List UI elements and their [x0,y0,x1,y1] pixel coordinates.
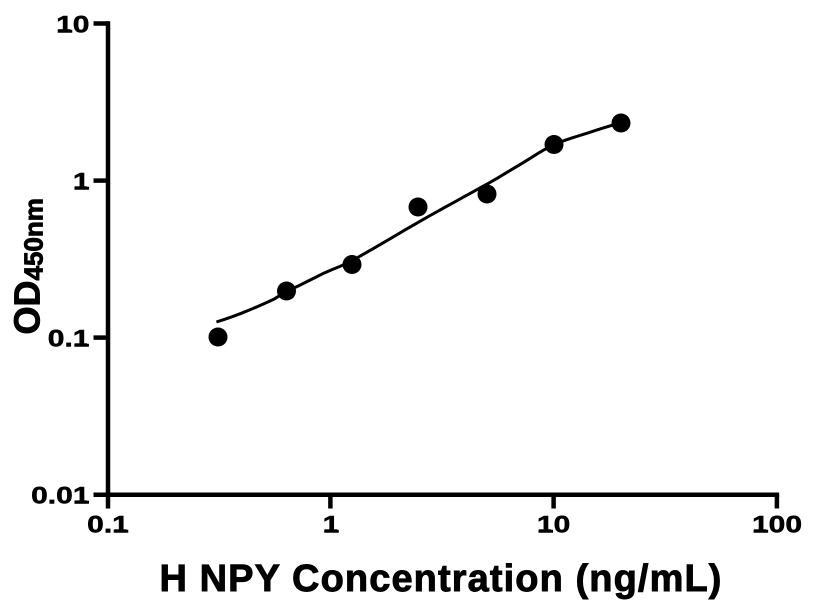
svg-text:0.1: 0.1 [87,510,129,537]
svg-text:H NPY Concentration (ng/mL): H NPY Concentration (ng/mL) [159,558,722,600]
svg-text:100: 100 [752,510,802,537]
svg-text:1: 1 [323,510,340,537]
svg-text:0.1: 0.1 [48,324,90,351]
svg-text:1: 1 [73,167,90,194]
svg-text:0.01: 0.01 [31,482,89,509]
svg-text:10: 10 [56,10,89,37]
svg-text:10: 10 [537,510,570,537]
